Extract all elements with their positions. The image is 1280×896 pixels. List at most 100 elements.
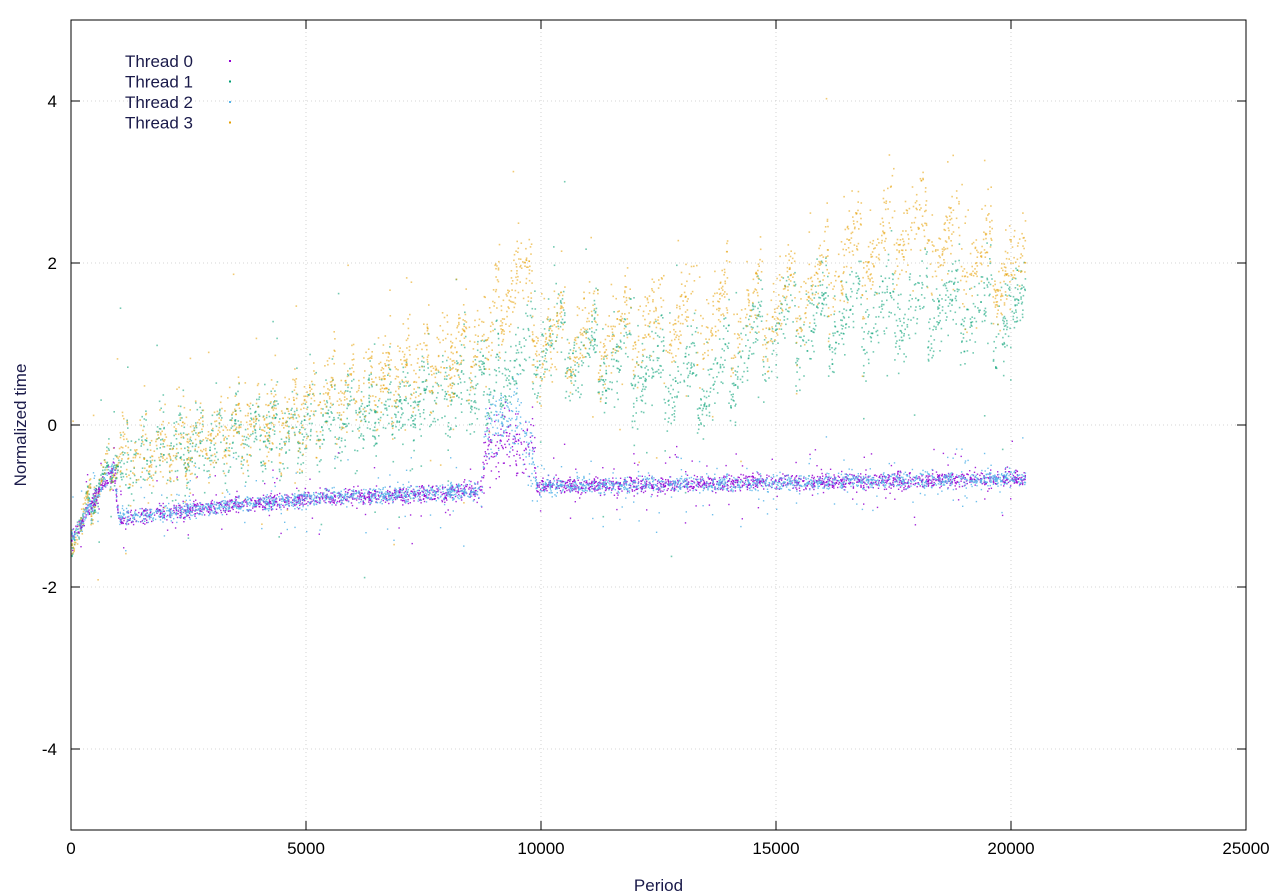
data-point <box>360 405 363 407</box>
data-point <box>703 343 705 345</box>
data-point <box>368 412 371 415</box>
data-point <box>334 442 337 445</box>
data-point <box>247 464 250 467</box>
data-point <box>749 346 751 349</box>
data-point <box>997 289 1000 291</box>
data-point <box>486 422 488 425</box>
data-point <box>327 394 329 396</box>
data-point <box>484 296 486 299</box>
data-point <box>599 380 601 382</box>
data-point <box>928 239 931 241</box>
data-point <box>840 324 843 327</box>
data-point <box>986 251 989 254</box>
data-point <box>509 360 512 362</box>
data-point <box>832 306 834 308</box>
data-point <box>866 270 868 273</box>
data-point <box>694 309 697 312</box>
data-point <box>693 265 695 268</box>
data-point <box>593 331 596 334</box>
data-point <box>460 361 462 364</box>
data-point <box>212 427 214 430</box>
data-point <box>189 457 192 459</box>
data-point <box>525 312 527 315</box>
data-point <box>73 544 76 546</box>
data-point <box>276 414 278 416</box>
data-point <box>944 284 947 287</box>
data-point <box>410 405 412 407</box>
data-point <box>406 347 408 349</box>
data-point <box>1014 321 1016 323</box>
data-point <box>385 407 388 409</box>
data-point <box>229 419 231 421</box>
data-point <box>166 444 169 447</box>
data-point <box>718 338 721 340</box>
data-point <box>901 269 903 272</box>
data-point <box>654 306 657 309</box>
data-point <box>919 308 922 310</box>
data-point <box>813 322 816 324</box>
data-point <box>142 478 145 481</box>
data-point <box>723 314 725 317</box>
data-point <box>953 290 956 292</box>
data-point <box>72 420 74 422</box>
data-point <box>579 348 582 351</box>
data-point <box>535 376 538 378</box>
data-point <box>379 419 382 422</box>
data-point <box>743 370 745 373</box>
data-point <box>278 461 281 464</box>
data-point <box>451 360 454 362</box>
data-point <box>202 409 205 412</box>
data-point <box>160 439 162 441</box>
data-point <box>345 423 347 425</box>
data-point <box>379 361 382 364</box>
data-point <box>371 366 373 369</box>
data-point <box>894 346 897 348</box>
data-point <box>645 336 647 338</box>
data-point <box>701 409 704 412</box>
data-point <box>711 415 714 418</box>
data-point <box>194 445 197 448</box>
data-point <box>630 382 633 385</box>
data-point <box>285 452 287 454</box>
data-point <box>449 436 451 438</box>
data-point <box>941 306 944 308</box>
data-point <box>503 386 505 388</box>
data-point <box>315 430 318 433</box>
data-point <box>362 447 365 449</box>
data-point <box>1024 278 1027 280</box>
data-point <box>553 290 556 293</box>
data-point <box>149 456 152 459</box>
data-point <box>677 315 680 317</box>
data-point <box>864 352 866 355</box>
data-point <box>415 372 417 375</box>
data-point <box>505 396 507 398</box>
data-point <box>429 459 432 462</box>
data-point <box>646 297 649 299</box>
data-point <box>754 341 757 343</box>
data-point <box>575 389 577 392</box>
data-point <box>121 452 123 454</box>
data-point <box>141 471 143 473</box>
data-point <box>536 342 538 344</box>
data-point <box>916 322 918 325</box>
data-point <box>573 338 576 341</box>
data-point <box>593 347 595 349</box>
data-point <box>198 432 200 434</box>
data-point <box>766 313 769 316</box>
data-point <box>450 403 452 406</box>
data-point <box>858 280 861 282</box>
data-point <box>535 369 538 372</box>
data-point <box>198 467 200 469</box>
data-point <box>617 350 620 352</box>
data-point <box>304 428 306 431</box>
data-point <box>931 241 933 243</box>
data-point <box>318 460 321 463</box>
data-point <box>360 400 363 402</box>
data-point <box>187 447 190 449</box>
data-point <box>219 408 221 411</box>
data-point <box>213 444 216 446</box>
data-point <box>508 290 510 292</box>
data-point <box>545 352 547 354</box>
data-point <box>972 274 975 277</box>
data-point <box>246 461 248 463</box>
